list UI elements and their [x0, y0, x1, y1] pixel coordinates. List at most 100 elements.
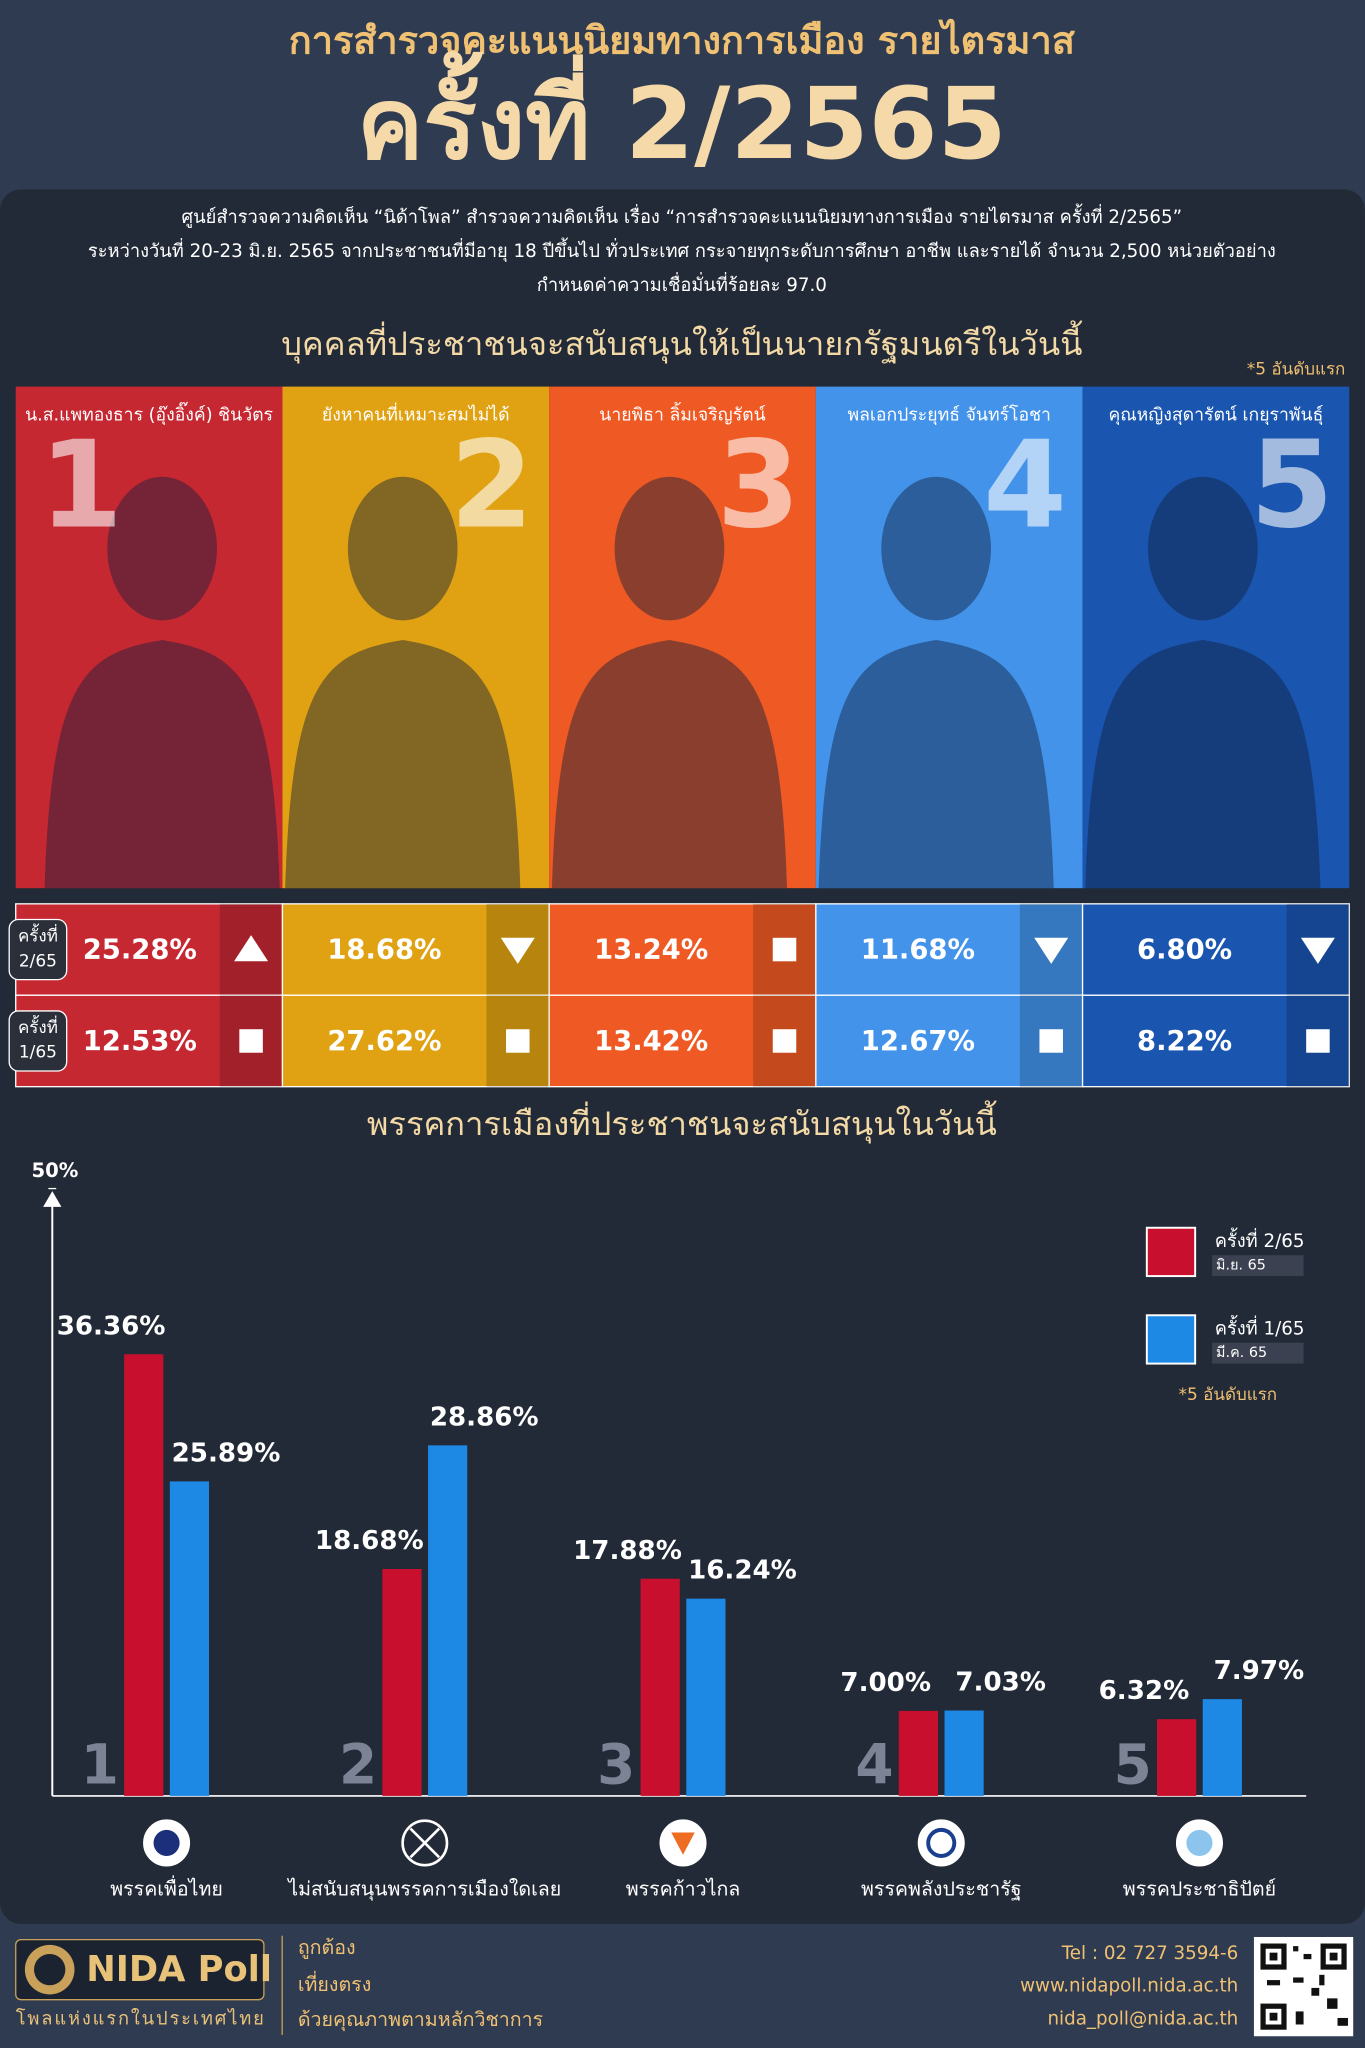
party-icon — [409, 1827, 441, 1859]
description-line: ระหว่างวันที่ 20-23 มิ.ย. 2565 จากประชาช… — [88, 237, 1276, 263]
chart-title: พรรคการเมืองที่ประชาชนจะสนับสนุนในวันนี้ — [367, 1100, 998, 1144]
brand-box — [15, 1938, 265, 2001]
party-icon — [401, 1819, 449, 1867]
description-line: ศูนย์สำรวจความคิดเห็น “นิด้าโพล” สำรวจคว… — [182, 203, 1183, 228]
portrait — [347, 476, 458, 621]
result-value: 18.68% — [327, 934, 441, 965]
round-label: ครั้งที่ — [18, 923, 58, 946]
trend-icon — [772, 1029, 797, 1053]
x-tick-label: พรรคพลังประชารัฐ — [861, 1877, 1022, 1900]
bar — [898, 1710, 938, 1796]
bar — [428, 1445, 468, 1796]
contact: www.nidapoll.nida.ac.th — [1020, 1976, 1238, 1997]
value-label: 7.03% — [955, 1668, 1046, 1698]
legend-label: ครั้งที่ 2/65 — [1215, 1227, 1305, 1252]
trend-icon — [772, 937, 797, 962]
candidate-name: นายพิธา ลิ้มเจริญรัตน์ — [599, 401, 766, 425]
value-label: 6.32% — [1099, 1676, 1190, 1706]
bar — [169, 1481, 210, 1796]
candidate-panel — [15, 386, 283, 889]
portrait — [551, 640, 787, 889]
legend-period: มิ.ย. 65 — [1216, 1258, 1266, 1274]
candidate-panel — [282, 386, 550, 889]
trend-icon — [506, 1029, 530, 1053]
y-tick-label: 50% — [31, 1159, 78, 1182]
trend-icon — [1039, 1029, 1063, 1053]
result-cell — [548, 903, 817, 996]
legend-swatch — [1145, 1314, 1197, 1365]
value-label: 28.86% — [430, 1402, 539, 1432]
result-value: 13.24% — [594, 934, 708, 965]
round-label-box — [8, 918, 68, 981]
description-line: กำหนดค่าความเชื่อมั่นที่ร้อยละ 97.0 — [537, 272, 827, 296]
rank-number: 2 — [339, 1733, 377, 1797]
result-value: 27.62% — [327, 1026, 441, 1057]
x-tick-label: ไม่สนับสนุนพรรคการเมืองใดเลย — [286, 1877, 561, 1901]
brand: NIDA Poll — [86, 1949, 272, 1990]
round-label: ครั้งที่ — [18, 1015, 58, 1038]
result-value: 13.42% — [594, 1026, 708, 1057]
bar — [640, 1578, 680, 1796]
candidate-name: น.ส.แพทองธาร (อุ๊งอิ๊งค์) ชินวัตร — [25, 401, 273, 425]
trend-icon — [1300, 937, 1335, 964]
party-icon — [1186, 1829, 1213, 1856]
result-value: 12.67% — [861, 1026, 975, 1057]
round-label: 2/65 — [19, 951, 57, 971]
legend-period-box — [1212, 1255, 1304, 1277]
candidate-name: พลเอกประยุทธ์ จันทร์โอชา — [847, 404, 1051, 425]
round-label: 1/65 — [19, 1043, 57, 1063]
rank-number: 1 — [39, 415, 123, 555]
trend-icon — [234, 935, 269, 962]
value-label: 17.88% — [573, 1536, 682, 1566]
legend-swatch — [1145, 1226, 1197, 1278]
chart-note: *5 อันดับแรก — [1179, 1385, 1278, 1405]
value-label: 25.89% — [172, 1439, 281, 1469]
portrait — [285, 640, 521, 889]
legend-period-box — [1212, 1342, 1304, 1364]
party-icon — [917, 1819, 965, 1867]
result-cell — [548, 994, 817, 1088]
qr-code — [1253, 1936, 1354, 2037]
round-label-box — [8, 1010, 68, 1072]
portrait — [44, 640, 280, 889]
result-value: 8.22% — [1137, 1026, 1232, 1057]
trend-icon — [500, 937, 535, 964]
footer-value: ถูกต้อง — [298, 1936, 356, 1960]
portrait — [818, 640, 1054, 889]
value-label: 36.36% — [57, 1311, 166, 1341]
bar — [1202, 1699, 1242, 1796]
trend-icon — [239, 1029, 263, 1053]
portrait — [1085, 640, 1321, 889]
bar — [382, 1569, 422, 1796]
bar — [1157, 1719, 1197, 1796]
result-value: 11.68% — [861, 934, 975, 965]
legend-label: ครั้งที่ 1/65 — [1215, 1315, 1305, 1340]
rank-number: 5 — [1250, 415, 1334, 555]
legend-period: มี.ค. 65 — [1216, 1344, 1267, 1361]
result-value: 12.53% — [83, 1026, 197, 1057]
x-tick-label: พรรคก้าวไกล — [626, 1877, 741, 1900]
rank-number: 5 — [1114, 1733, 1152, 1797]
rank-number: 4 — [855, 1733, 893, 1797]
party-icon — [671, 1832, 695, 1855]
portrait — [107, 476, 217, 621]
party-icon — [926, 1827, 957, 1858]
footer-value: ด้วยคุณภาพตามหลักวิชาการ — [298, 2008, 543, 2032]
portrait — [881, 476, 992, 621]
candidate-name: คุณหญิงสุดารัตน์ เกยุราพันธุ์ — [1108, 404, 1323, 425]
brand-seal-inner — [34, 1953, 66, 1986]
x-tick-label: พรรคประชาธิปัตย์ — [1123, 1877, 1276, 1900]
tagline: โพลแห่งแรกในประเทศไทย — [16, 2007, 264, 2029]
value-label: 7.00% — [840, 1668, 931, 1698]
rank-number: 4 — [983, 415, 1067, 555]
section-title: บุคคลที่ประชาชนจะสนับสนุนให้เป็นนายกรัฐม… — [281, 320, 1083, 364]
rank-number: 3 — [717, 415, 801, 555]
result-cell — [815, 994, 1084, 1088]
result-cell — [815, 903, 1084, 996]
result-cell — [1081, 903, 1350, 996]
portrait — [614, 476, 725, 621]
rank-number: 2 — [450, 415, 534, 555]
result-value: 25.28% — [83, 934, 197, 965]
